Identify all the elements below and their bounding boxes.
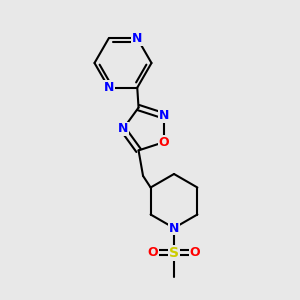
Text: S: S [169, 246, 179, 260]
Text: O: O [158, 136, 169, 149]
Text: N: N [169, 221, 179, 235]
Text: N: N [103, 81, 114, 94]
Text: N: N [118, 122, 128, 136]
Text: O: O [190, 246, 200, 259]
Text: O: O [148, 246, 158, 259]
Text: N: N [158, 109, 169, 122]
Text: N: N [132, 32, 142, 45]
